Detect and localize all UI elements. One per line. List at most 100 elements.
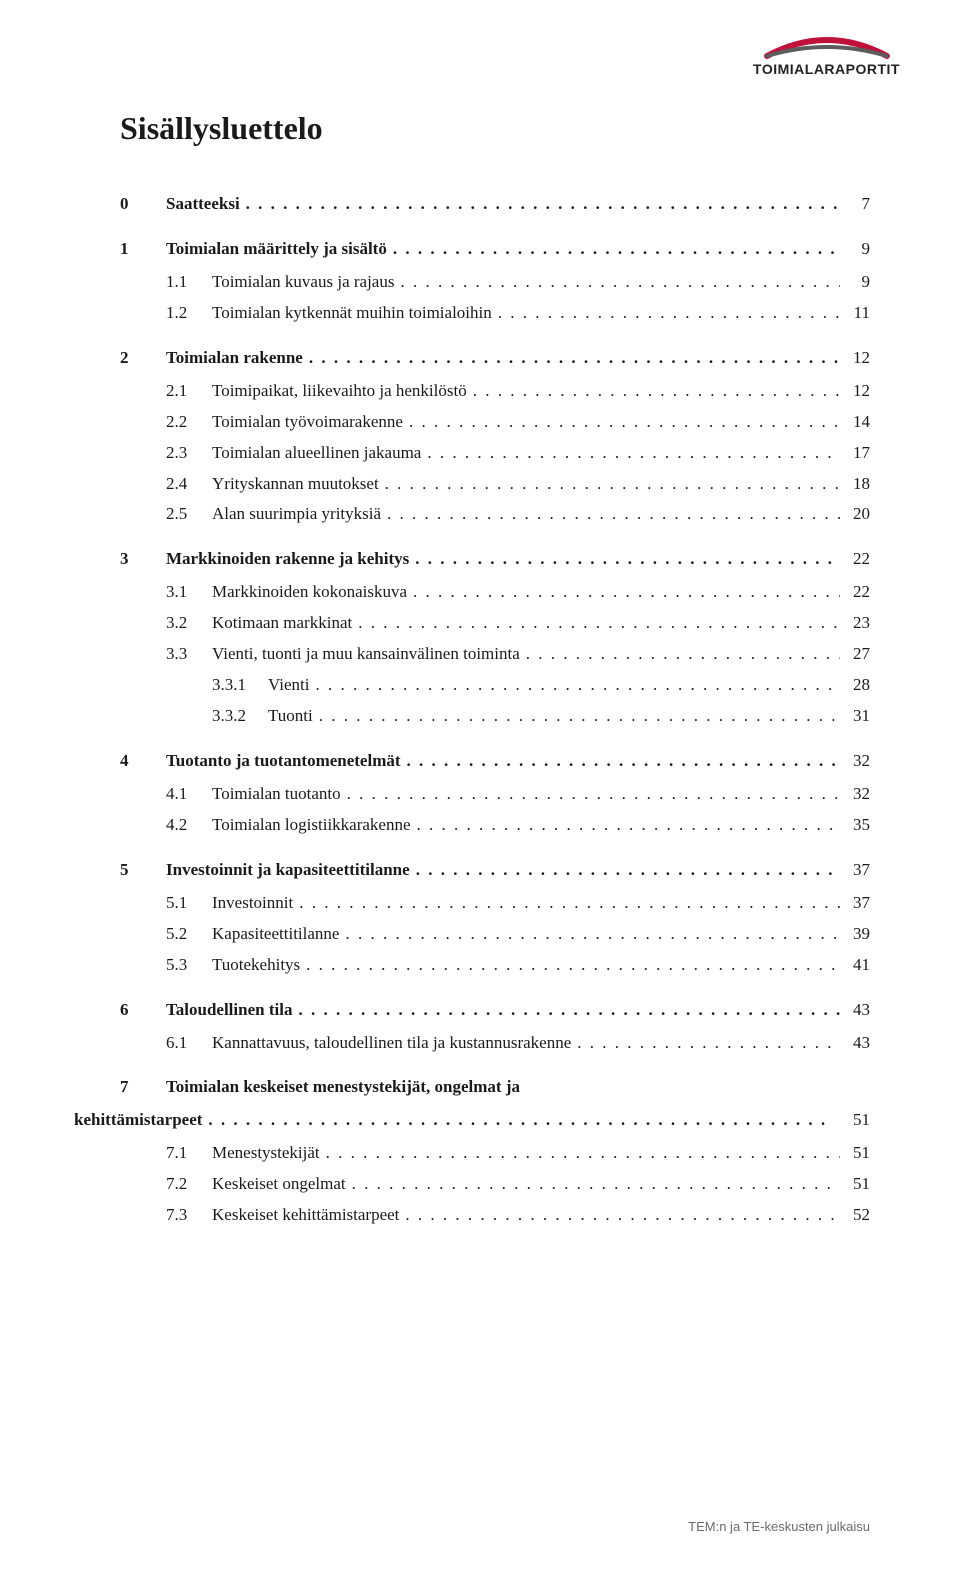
toc-page: 51 bbox=[840, 1109, 870, 1132]
toc-page: 22 bbox=[840, 548, 870, 571]
toc-sub-entry: 7.1Menestystekijät51 bbox=[120, 1142, 870, 1165]
toc-number: 4.1 bbox=[166, 783, 212, 806]
toc-leader bbox=[401, 750, 840, 773]
toc-sub-entry: 2.3Toimialan alueellinen jakauma17 bbox=[120, 442, 870, 465]
toc-label: Saatteeksi bbox=[166, 193, 240, 216]
toc-page: 9 bbox=[840, 238, 870, 261]
toc-label: Toimialan rakenne bbox=[166, 347, 303, 370]
toc-number: 1.1 bbox=[166, 271, 212, 294]
toc-label: Toimialan työvoimarakenne bbox=[212, 411, 403, 434]
toc-leader bbox=[379, 473, 840, 496]
toc-chapter: 2Toimialan rakenne 12 bbox=[120, 347, 870, 370]
toc-label: Yrityskannan muutokset bbox=[212, 473, 379, 496]
toc-label: Kotimaan markkinat bbox=[212, 612, 352, 635]
toc-number: 3.1 bbox=[166, 581, 212, 604]
toc-page: 32 bbox=[840, 783, 870, 806]
toc-leader bbox=[292, 999, 840, 1022]
toc-leader bbox=[492, 302, 840, 325]
toc-leader bbox=[303, 347, 840, 370]
toc-page: 51 bbox=[840, 1173, 870, 1196]
toc-sub-entry: 7.3Keskeiset kehittämistarpeet52 bbox=[120, 1204, 870, 1227]
toc-label: Tuotanto ja tuotantomenetelmät bbox=[166, 750, 401, 773]
toc-label: Markkinoiden kokonaiskuva bbox=[212, 581, 407, 604]
toc-number: 7 bbox=[120, 1076, 166, 1099]
toc-leader bbox=[409, 548, 840, 571]
toc-page: 17 bbox=[840, 442, 870, 465]
toc-number: 7.1 bbox=[166, 1142, 212, 1165]
toc-leader bbox=[571, 1032, 840, 1055]
toc-leader bbox=[313, 705, 840, 728]
toc-page: 32 bbox=[840, 750, 870, 773]
toc-label: Kapasiteettitilanne bbox=[212, 923, 339, 946]
toc-number: 6 bbox=[120, 999, 166, 1022]
toc-leader bbox=[394, 271, 840, 294]
toc-leader bbox=[300, 954, 840, 977]
toc-page: 12 bbox=[840, 380, 870, 403]
toc-page: 28 bbox=[840, 674, 870, 697]
toc-label: Investoinnit bbox=[212, 892, 293, 915]
logo-arc-icon bbox=[757, 30, 897, 60]
toc-number: 6.1 bbox=[166, 1032, 212, 1055]
toc-leader bbox=[520, 643, 840, 666]
toc-leader bbox=[341, 783, 840, 806]
toc-label: Tuotekehitys bbox=[212, 954, 300, 977]
toc-page: 12 bbox=[840, 347, 870, 370]
toc-number: 3.3.1 bbox=[212, 674, 268, 697]
toc-number: 5.1 bbox=[166, 892, 212, 915]
toc-page: 20 bbox=[840, 503, 870, 526]
toc-leader bbox=[240, 193, 840, 216]
toc-sub-entry: 3.1Markkinoiden kokonaiskuva 22 bbox=[120, 581, 870, 604]
toc-leader bbox=[346, 1173, 840, 1196]
footer-text: TEM:n ja TE-keskusten julkaisu bbox=[688, 1519, 870, 1534]
toc-label: Keskeiset kehittämistarpeet bbox=[212, 1204, 399, 1227]
toc-label: Toimialan kuvaus ja rajaus bbox=[212, 271, 394, 294]
toc-leader bbox=[407, 581, 840, 604]
toc-page: 37 bbox=[840, 892, 870, 915]
toc-number: 2 bbox=[120, 347, 166, 370]
toc-label: Toimialan määrittely ja sisältö bbox=[166, 238, 387, 261]
toc-chapter: 3Markkinoiden rakenne ja kehitys 22 bbox=[120, 548, 870, 571]
toc-sub-entry: 1.2Toimialan kytkennät muihin toimialoih… bbox=[120, 302, 870, 325]
toc-page: 22 bbox=[840, 581, 870, 604]
toc-page: 43 bbox=[840, 1032, 870, 1055]
toc-sub-entry: 2.5Alan suurimpia yrityksiä20 bbox=[120, 503, 870, 526]
toc-label: Alan suurimpia yrityksiä bbox=[212, 503, 381, 526]
toc-label: Investoinnit ja kapasiteettitilanne bbox=[166, 859, 410, 882]
toc-label: Markkinoiden rakenne ja kehitys bbox=[166, 548, 409, 571]
toc-number: 2.1 bbox=[166, 380, 212, 403]
toc-page: 14 bbox=[840, 411, 870, 434]
toc-chapter-continuation: kehittämistarpeet51 bbox=[120, 1109, 870, 1132]
toc-page: 9 bbox=[840, 271, 870, 294]
toc-page: 51 bbox=[840, 1142, 870, 1165]
toc-sub-entry: 3.3Vienti, tuonti ja muu kansainvälinen … bbox=[120, 643, 870, 666]
toc-label: Toimialan kytkennät muihin toimialoihin bbox=[212, 302, 492, 325]
toc-number: 4.2 bbox=[166, 814, 212, 837]
toc-chapter: 7Toimialan keskeiset menestystekijät, on… bbox=[120, 1076, 870, 1099]
toc-number: 3 bbox=[120, 548, 166, 571]
toc-sub-entry: 5.1Investoinnit 37 bbox=[120, 892, 870, 915]
toc-leader bbox=[411, 814, 840, 837]
toc-number: 3.3 bbox=[166, 643, 212, 666]
toc-page: 35 bbox=[840, 814, 870, 837]
toc-chapter: 6Taloudellinen tila43 bbox=[120, 999, 870, 1022]
toc-leader bbox=[410, 859, 840, 882]
toc-sub-entry: 1.1Toimialan kuvaus ja rajaus 9 bbox=[120, 271, 870, 294]
toc-label: Toimipaikat, liikevaihto ja henkilöstö bbox=[212, 380, 467, 403]
toc-sub-entry: 4.2Toimialan logistiikkarakenne35 bbox=[120, 814, 870, 837]
toc-number: 5.2 bbox=[166, 923, 212, 946]
logo-text: TOIMIALARAPORTIT bbox=[753, 61, 900, 77]
toc-page: 39 bbox=[840, 923, 870, 946]
toc-number: 1 bbox=[120, 238, 166, 261]
toc-sub-entry: 4.1Toimialan tuotanto32 bbox=[120, 783, 870, 806]
toc-leader bbox=[293, 892, 840, 915]
toc-page: 31 bbox=[840, 705, 870, 728]
toc-page: 18 bbox=[840, 473, 870, 496]
toc-leader bbox=[352, 612, 840, 635]
toc-sub-entry: 5.3Tuotekehitys41 bbox=[120, 954, 870, 977]
toc-label: Toimialan alueellinen jakauma bbox=[212, 442, 421, 465]
toc-subsub-entry: 3.3.2Tuonti31 bbox=[120, 705, 870, 728]
toc-leader bbox=[421, 442, 840, 465]
toc-sub-entry: 2.4Yrityskannan muutokset18 bbox=[120, 473, 870, 496]
toc-label: Vienti bbox=[268, 674, 309, 697]
toc-sub-entry: 3.2Kotimaan markkinat23 bbox=[120, 612, 870, 635]
